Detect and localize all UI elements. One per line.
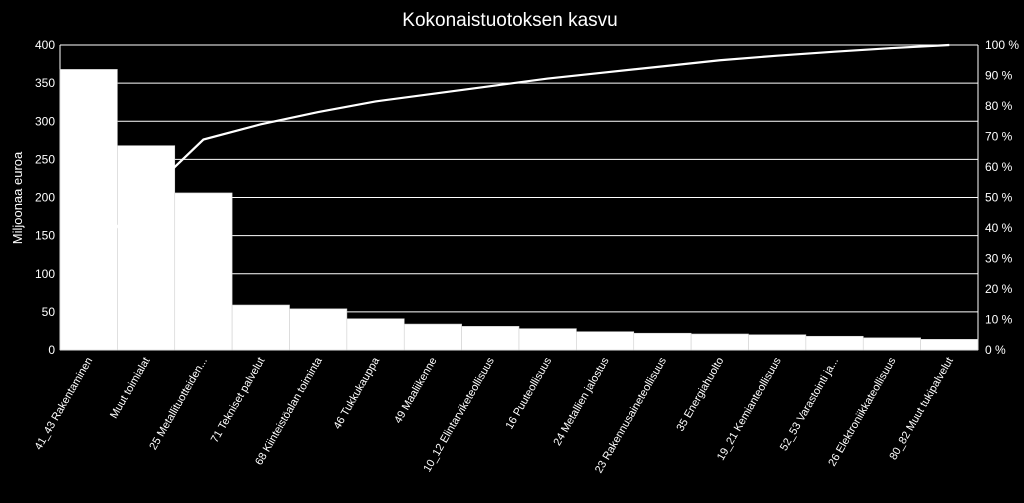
x-tick-label: 52_53 Varastointi ja... xyxy=(778,356,841,453)
y2-tick-label: 100 % xyxy=(985,38,1019,52)
x-tick-label: 80_82 Muut tukipalvelut xyxy=(887,356,955,463)
y-tick-label: 0 xyxy=(48,343,55,357)
y-tick-label: 200 xyxy=(35,191,55,205)
x-tick-label: 41_43 Rakentaminen xyxy=(33,356,96,453)
bar xyxy=(862,337,921,351)
y2-tick-label: 80 % xyxy=(985,99,1013,113)
x-tick-label: 16 Puuteollisuus xyxy=(504,355,555,431)
bar xyxy=(518,328,577,351)
y-axis-left: 0 50 100 150 200 250 300 350 400 xyxy=(35,38,55,357)
y-tick-label: 150 xyxy=(35,229,55,243)
y-axis-right: 0 % 10 % 20 % 30 % 40 % 50 % 60 % 70 % 80 % 90 % 1… xyxy=(985,38,1019,357)
bar xyxy=(748,334,807,351)
x-tick-label: 35 Energiahuolto xyxy=(674,356,726,434)
x-tick-label: 25 Metallituotteiden... xyxy=(147,356,210,453)
bar xyxy=(231,304,290,351)
x-tick-label: 19_21 Kemianteollisuus xyxy=(715,355,784,463)
bar xyxy=(117,145,176,351)
bar xyxy=(576,331,635,351)
x-tick-label: Muut toimialat xyxy=(108,356,153,421)
x-tick-label: 68 Kiinteistöalan toiminta xyxy=(253,355,325,468)
y-tick-label: 350 xyxy=(35,76,55,90)
y-tick-label: 300 xyxy=(35,114,55,128)
y2-tick-label: 90 % xyxy=(985,69,1013,83)
y-tick-label: 250 xyxy=(35,152,55,166)
y2-tick-label: 40 % xyxy=(985,221,1013,235)
x-tick-label: 24 Metallien jalostus xyxy=(551,355,611,448)
y2-tick-label: 0 % xyxy=(985,343,1006,357)
y2-tick-label: 30 % xyxy=(985,252,1013,266)
bar xyxy=(403,323,462,351)
y-axis-label: Miljoonaa euroa xyxy=(10,151,25,244)
x-tick-label: 49 Maaliikenne xyxy=(392,356,439,426)
bar xyxy=(690,333,749,351)
x-tick-label: 71 Tekniset palvelut xyxy=(209,356,268,446)
y2-tick-label: 50 % xyxy=(985,191,1013,205)
bar xyxy=(461,326,520,351)
x-tick-label: 46 Tukkukauppa xyxy=(331,355,382,432)
y-tick-label: 50 xyxy=(42,305,56,319)
x-tick-label: 26 Elektroniikkateollisuus xyxy=(826,355,898,468)
y2-tick-label: 10 % xyxy=(985,313,1013,327)
y2-tick-label: 70 % xyxy=(985,130,1013,144)
bar xyxy=(289,308,348,351)
chart-title: Kokonaistuotoksen kasvu xyxy=(402,10,617,31)
bar xyxy=(633,332,692,351)
bar xyxy=(346,318,405,351)
bar xyxy=(174,192,233,351)
bar xyxy=(920,339,979,351)
bar-series xyxy=(59,69,979,351)
bar xyxy=(805,335,864,351)
y2-tick-label: 20 % xyxy=(985,282,1013,296)
y2-tick-label: 60 % xyxy=(985,160,1013,174)
y-tick-label: 400 xyxy=(35,38,55,52)
cumulative-line-series xyxy=(87,43,950,260)
cumulative-line xyxy=(87,43,950,260)
bar xyxy=(59,69,118,351)
y-tick-label: 100 xyxy=(35,267,55,281)
